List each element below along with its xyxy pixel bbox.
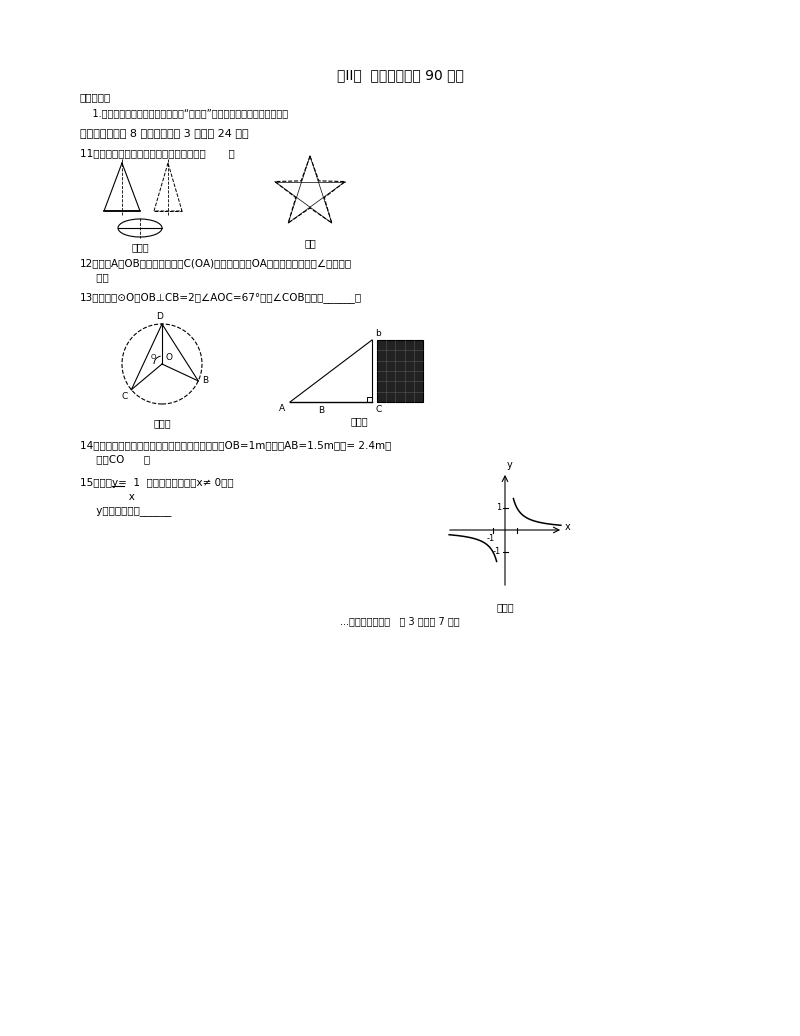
Text: 分。: 分。	[80, 272, 109, 282]
Text: 1.在各题的答案写在每道试题旁的“答题纸”上，否则答案无效，不记分。: 1.在各题的答案写在每道试题旁的“答题纸”上，否则答案无效，不记分。	[80, 108, 288, 118]
Text: 图丙图: 图丙图	[350, 416, 368, 426]
Text: 图丁图: 图丁图	[496, 602, 514, 612]
Text: D: D	[157, 312, 163, 321]
Text: 图乙图: 图乙图	[153, 418, 171, 428]
Text: x: x	[80, 492, 135, 502]
Text: C: C	[121, 392, 127, 401]
Text: 注意事项：: 注意事项：	[80, 92, 111, 102]
Text: C: C	[375, 405, 382, 414]
Text: 则角CO      。: 则角CO 。	[80, 454, 150, 464]
Text: B: B	[318, 406, 324, 415]
Text: -1: -1	[487, 534, 495, 543]
Text: x: x	[565, 522, 570, 533]
Text: 一、填空题（共 8 小题，每小题 3 分，共 24 分）: 一、填空题（共 8 小题，每小题 3 分，共 24 分）	[80, 128, 249, 138]
Text: y的取値范围是______: y的取値范围是______	[80, 506, 171, 516]
Text: B: B	[202, 376, 208, 385]
Text: -1: -1	[493, 547, 501, 556]
Text: 图乙图: 图乙图	[131, 242, 149, 252]
Text: O: O	[165, 353, 172, 362]
Text: y: y	[507, 460, 513, 470]
Text: 1: 1	[496, 503, 501, 513]
Text: 乙图: 乙图	[304, 238, 316, 248]
Text: 14．某班了同学正坐在固定正方形广场里，每排有OB=1m，长边AB=1.5m，高= 2.4m，: 14．某班了同学正坐在固定正方形广场里，每排有OB=1m，长边AB=1.5m，高…	[80, 440, 391, 450]
Text: O: O	[150, 354, 156, 359]
Text: A: A	[279, 404, 285, 413]
Text: 第II卷  非选择题（共 90 分）: 第II卷 非选择题（共 90 分）	[337, 68, 463, 82]
Text: 12．把点A、OB为圆心，确定了C(OA)之后的设图，OA是圆弧的弓形，弓∠弓形角平: 12．把点A、OB为圆心，确定了C(OA)之后的设图，OA是圆弧的弓形，弓∠弓形…	[80, 258, 352, 268]
Text: 15．函数y=  1  的图象如图所示（x≠ 0）；: 15．函数y= 1 的图象如图所示（x≠ 0）；	[80, 478, 234, 488]
Text: b: b	[375, 329, 381, 338]
Bar	[377, 340, 423, 402]
Text: 13．如图，⊙O中OB⊥CB=2，∠AOC=67°，则∠COB的度为______。: 13．如图，⊙O中OB⊥CB=2，∠AOC=67°，则∠COB的度为______…	[80, 292, 362, 303]
Text: ...试卷名告试卷纸   第 3 页（共 7 页）: ...试卷名告试卷纸 第 3 页（共 7 页）	[340, 616, 460, 626]
Text: 11．下列几何图形中，具有轴对称的图形是       。: 11．下列几何图形中，具有轴对称的图形是 。	[80, 148, 234, 159]
